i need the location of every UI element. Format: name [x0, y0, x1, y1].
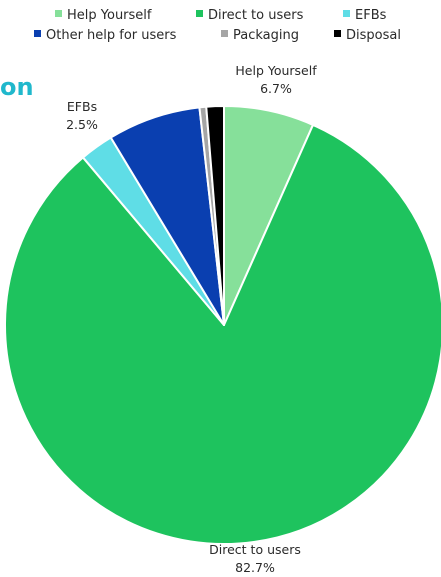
data-label-percent: 2.5%: [66, 117, 98, 132]
legend-swatch: [196, 10, 203, 17]
pie-slice-direct-to-users: [4, 123, 441, 545]
data-label-percent: 82.7%: [235, 560, 275, 575]
legend-label: Direct to users: [208, 8, 304, 23]
data-labels: Help Yourself 6.7% EFBs 2.5% Direct to users…: [66, 63, 317, 575]
legend-item-direct-to-users: Direct to users: [196, 8, 304, 23]
legend-label: Other help for users: [46, 28, 177, 43]
legend-swatch: [343, 10, 350, 17]
legend-item-help-yourself: Help Yourself: [55, 8, 152, 23]
data-label-percent: 6.7%: [260, 81, 292, 96]
data-label-efbs: EFBs 2.5%: [66, 99, 98, 132]
pie-slices: [4, 104, 441, 545]
legend-swatch: [221, 30, 228, 37]
data-label-direct-to-users: Direct to users 82.7%: [209, 542, 301, 575]
partial-title-text: on: [0, 73, 34, 101]
data-label-name: Direct to users: [209, 542, 301, 557]
legend-item-efbs: EFBs: [343, 8, 387, 23]
legend-swatch: [334, 30, 341, 37]
legend-label: EFBs: [355, 8, 387, 23]
legend-label: Help Yourself: [67, 8, 152, 23]
legend-label: Packaging: [233, 28, 299, 43]
legend-item-disposal: Disposal: [334, 28, 401, 43]
pie-slice-disposal: [205, 104, 225, 326]
legend-item-packaging: Packaging: [221, 28, 299, 43]
legend-swatch: [34, 30, 41, 37]
legend: Help Yourself Direct to users EFBs Other he…: [34, 8, 401, 43]
data-label-name: Help Yourself: [235, 63, 317, 78]
legend-swatch: [55, 10, 62, 17]
data-label-name: EFBs: [67, 99, 97, 114]
legend-label: Disposal: [346, 28, 401, 43]
data-label-help-yourself: Help Yourself 6.7%: [235, 63, 317, 96]
legend-item-other-help-for-users: Other help for users: [34, 28, 177, 43]
